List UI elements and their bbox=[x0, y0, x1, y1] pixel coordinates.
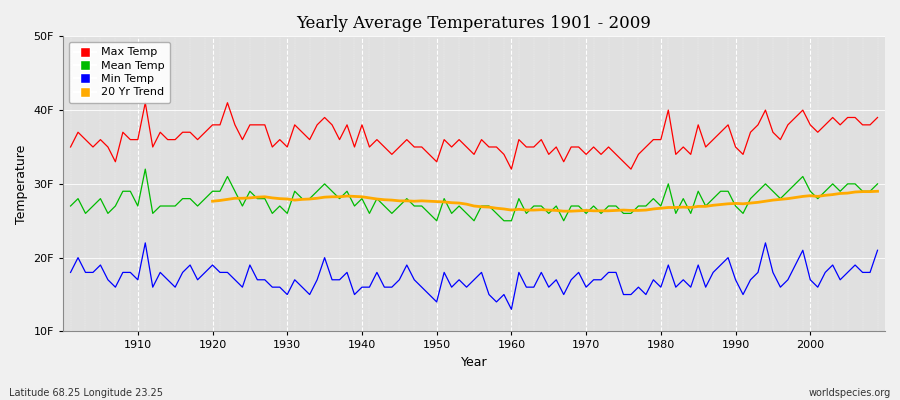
X-axis label: Year: Year bbox=[461, 356, 488, 369]
Text: worldspecies.org: worldspecies.org bbox=[809, 388, 891, 398]
Title: Yearly Average Temperatures 1901 - 2009: Yearly Average Temperatures 1901 - 2009 bbox=[297, 15, 652, 32]
Legend: Max Temp, Mean Temp, Min Temp, 20 Yr Trend: Max Temp, Mean Temp, Min Temp, 20 Yr Tre… bbox=[68, 42, 170, 103]
Y-axis label: Temperature: Temperature bbox=[15, 144, 28, 224]
Text: Latitude 68.25 Longitude 23.25: Latitude 68.25 Longitude 23.25 bbox=[9, 388, 163, 398]
